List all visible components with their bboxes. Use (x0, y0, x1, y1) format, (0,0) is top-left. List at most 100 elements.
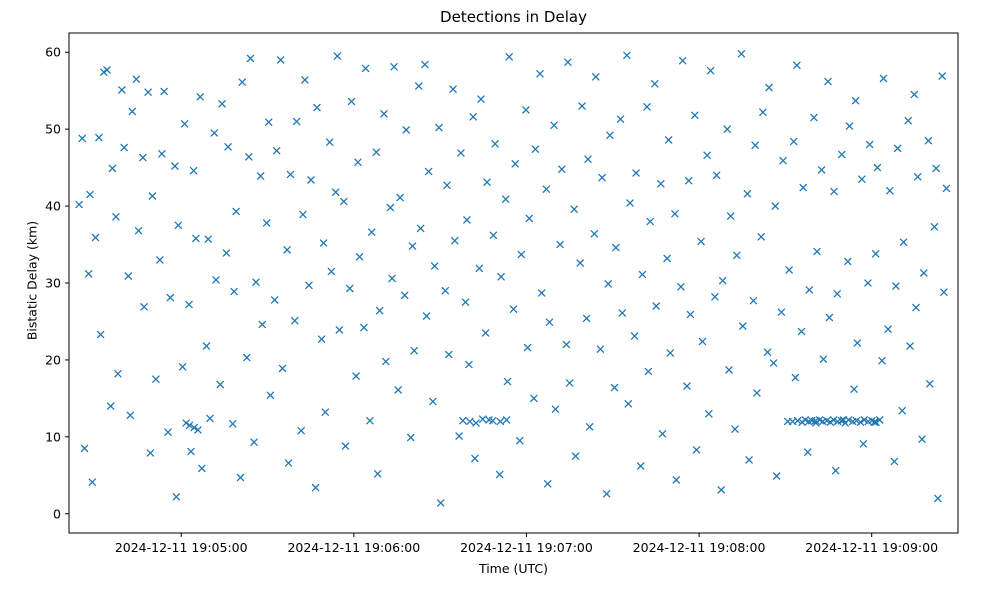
x-marker (691, 111, 699, 120)
x-marker (610, 383, 619, 392)
x-marker (457, 149, 465, 157)
x-marker (545, 318, 554, 326)
x-marker (884, 325, 892, 333)
x-marker (536, 70, 544, 78)
x-marker (106, 402, 115, 410)
x-marker (602, 490, 611, 498)
x-marker (140, 303, 148, 311)
x-marker (469, 113, 477, 121)
x-marker (451, 236, 459, 245)
x-marker (844, 416, 853, 424)
x-marker (652, 302, 660, 310)
x-marker (347, 97, 356, 106)
y-tick-label: 10 (45, 429, 61, 444)
scatter-points (75, 50, 951, 507)
x-marker (517, 250, 526, 259)
x-marker (684, 176, 693, 185)
x-marker (930, 223, 939, 231)
x-marker (626, 199, 634, 207)
x-marker (934, 494, 942, 503)
x-marker (416, 224, 425, 233)
x-marker (805, 286, 814, 294)
x-marker (871, 250, 880, 258)
x-marker (459, 416, 467, 425)
x-marker (375, 306, 384, 315)
x-marker (851, 96, 860, 105)
x-marker (556, 240, 564, 249)
x-marker (852, 416, 861, 425)
x-marker (333, 52, 342, 60)
x-marker (164, 428, 172, 436)
x-marker (644, 367, 653, 376)
y-axis-label: Bistatic Delay (km) (24, 220, 40, 341)
x-marker (475, 264, 484, 273)
x-marker (938, 72, 946, 80)
x-marker (865, 140, 874, 149)
x-marker (152, 375, 160, 383)
y-tick-label: 30 (45, 276, 61, 291)
x-axis-label: Time (UTC) (478, 561, 549, 576)
x-marker (769, 359, 778, 367)
x-marker (683, 382, 691, 390)
x-marker (562, 340, 571, 349)
x-marker (739, 322, 747, 330)
x-marker (686, 310, 695, 319)
x-marker (543, 480, 552, 488)
axes-frame (68, 32, 959, 534)
x-marker (84, 270, 93, 278)
x-marker (706, 66, 715, 75)
x-marker (875, 416, 884, 424)
x-marker (585, 423, 594, 431)
x-marker (886, 186, 894, 195)
x-marker (366, 416, 374, 425)
x-marker (283, 246, 291, 254)
x-marker (596, 345, 605, 353)
x-marker (171, 162, 179, 170)
x-marker (415, 82, 423, 90)
x-marker (817, 166, 826, 174)
x-marker (118, 86, 126, 94)
x-marker (238, 78, 246, 86)
x-marker (578, 102, 586, 110)
x-marker (743, 190, 752, 198)
x-marker (341, 442, 350, 450)
x-marker (190, 423, 198, 432)
x-marker (400, 291, 409, 300)
x-marker (666, 349, 675, 357)
x-marker (892, 282, 900, 290)
x-marker (252, 278, 260, 286)
x-marker (868, 416, 876, 425)
x-marker (182, 419, 190, 427)
x-marker (705, 410, 713, 418)
x-marker (424, 167, 433, 176)
x-marker (103, 66, 111, 74)
x-marker (158, 150, 166, 158)
x-marker (651, 80, 659, 88)
x-marker (912, 303, 920, 312)
x-marker (751, 141, 759, 150)
x-marker (461, 298, 470, 306)
x-marker (313, 103, 321, 112)
x-marker (228, 420, 237, 428)
x-marker (813, 247, 821, 256)
y-tick-label: 40 (45, 199, 61, 214)
x-marker (139, 153, 147, 162)
x-marker (132, 75, 141, 83)
x-marker (810, 113, 818, 122)
x-marker (325, 138, 334, 146)
x-marker (258, 320, 267, 329)
x-marker (327, 267, 336, 276)
x-marker (737, 50, 746, 58)
x-marker (126, 411, 135, 420)
x-tick-label: 2024-12-11 19:07:00 (460, 540, 593, 555)
x-marker (753, 389, 761, 397)
x-marker (825, 313, 834, 322)
x-marker (485, 416, 493, 424)
x-marker (194, 426, 202, 434)
x-marker (576, 259, 584, 267)
x-marker (804, 448, 812, 456)
x-marker (463, 216, 471, 224)
x-marker (558, 165, 566, 173)
x-marker (245, 153, 253, 161)
x-marker (402, 126, 410, 134)
